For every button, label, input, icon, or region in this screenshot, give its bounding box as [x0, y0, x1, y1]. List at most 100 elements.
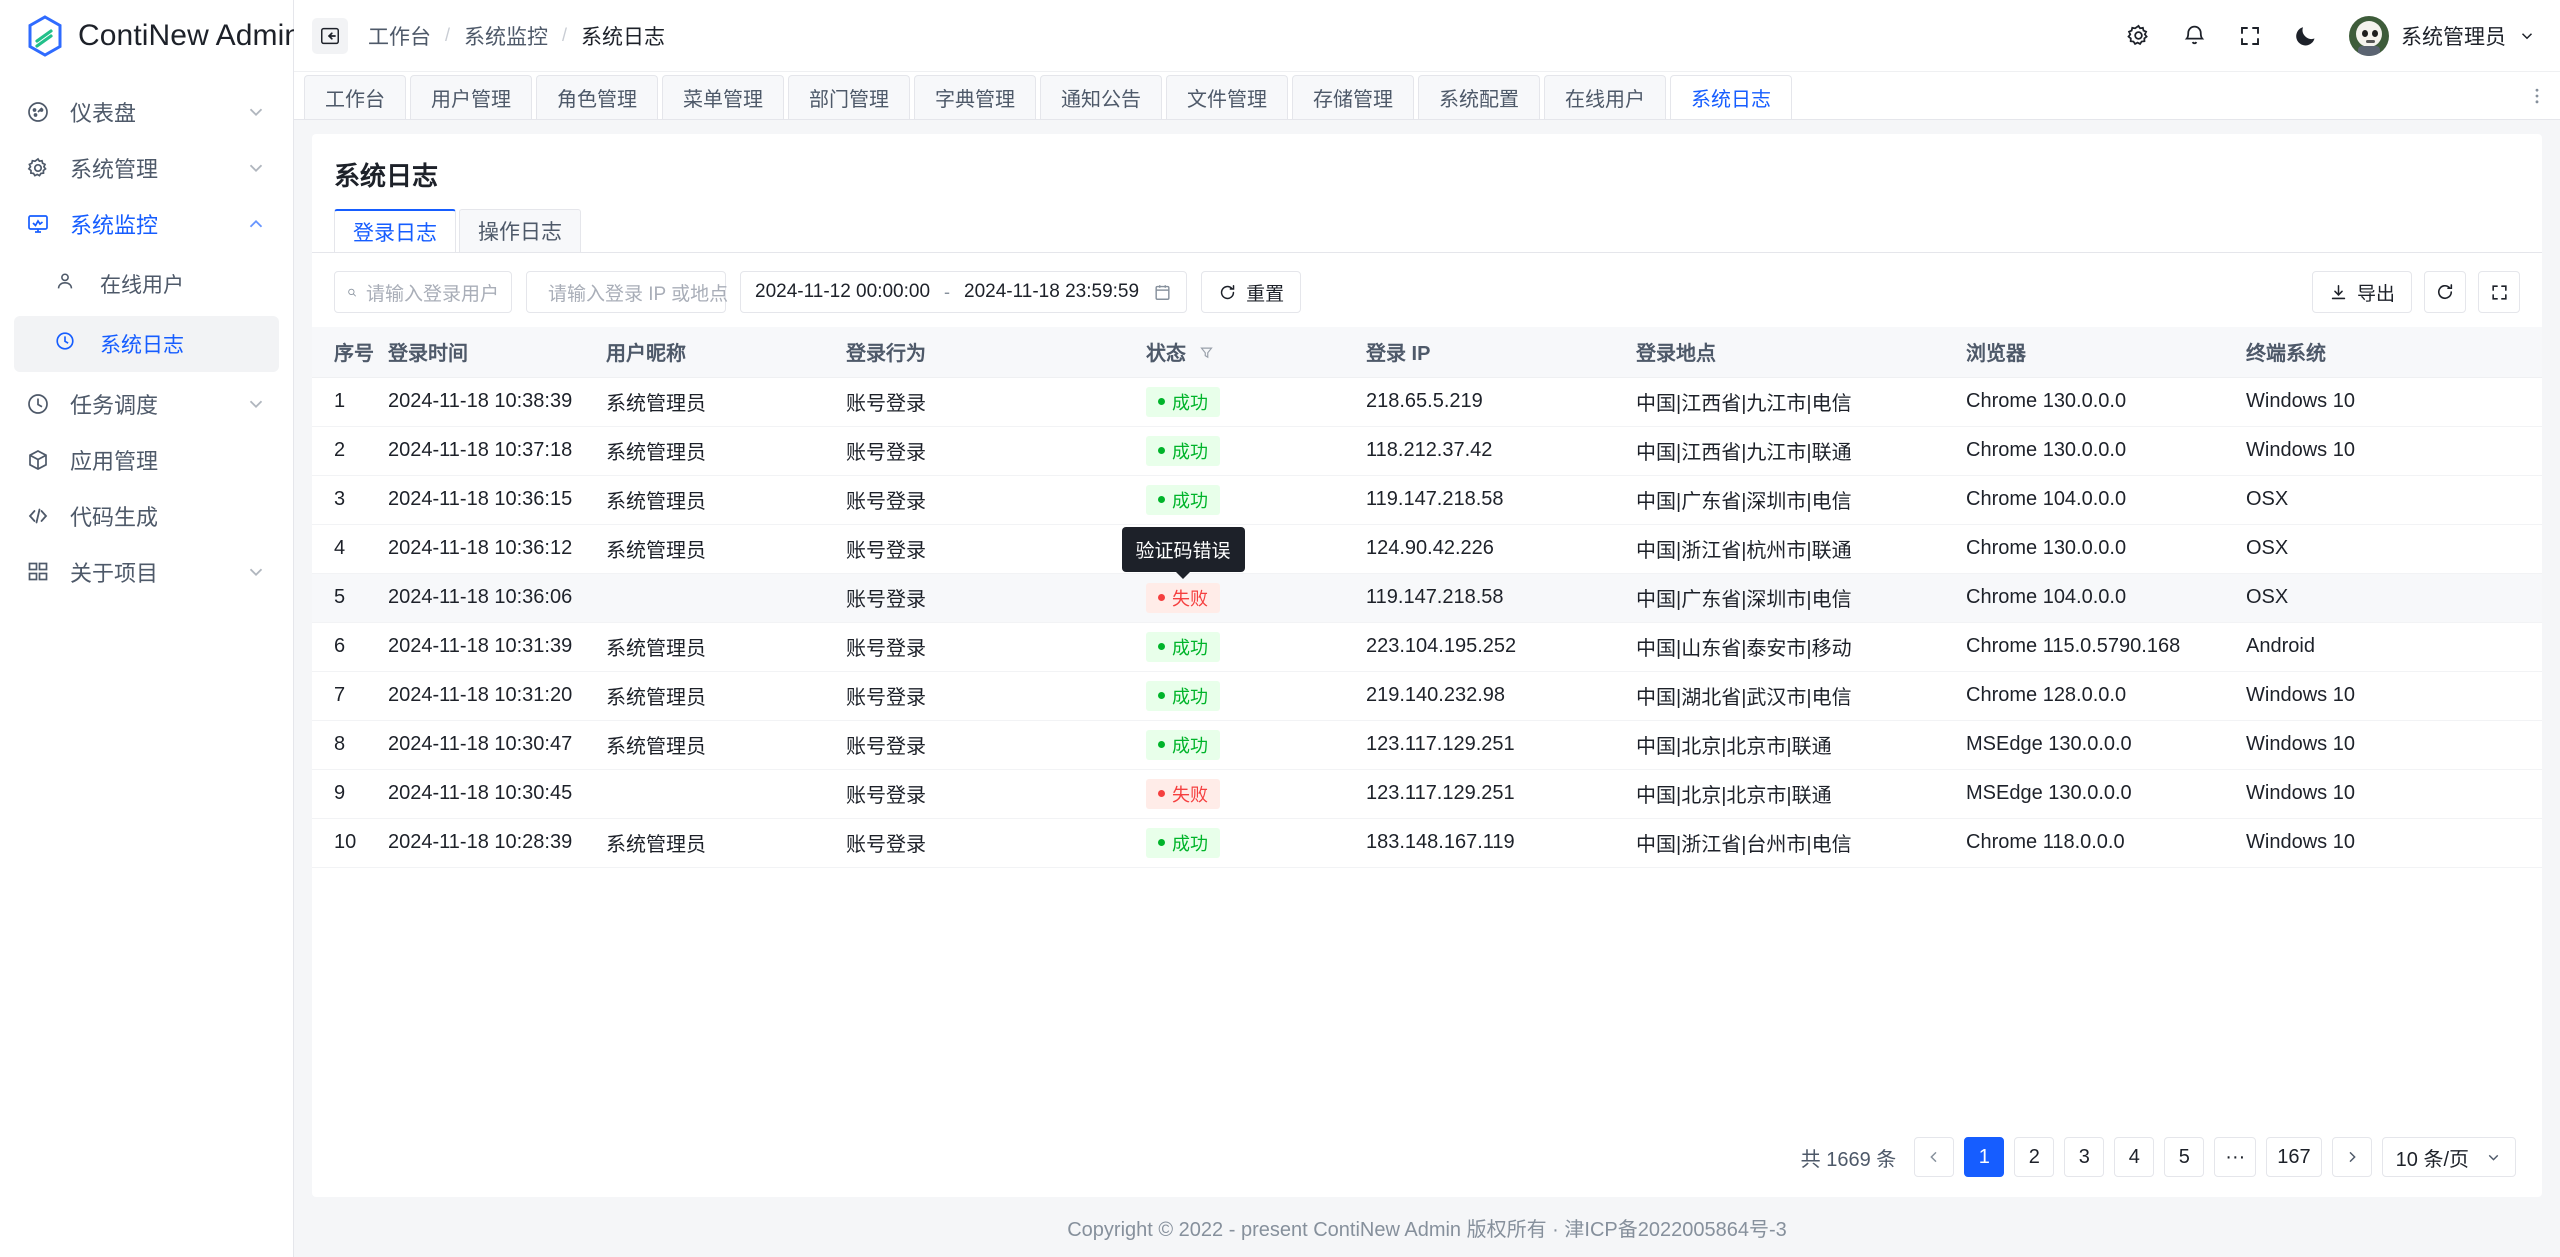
refresh-icon	[1220, 284, 1235, 299]
table-row[interactable]: 10 2024-11-18 10:28:39 系统管理员 账号登录 成功 183.148.…	[312, 818, 2542, 868]
sidebar-item-task-schedule[interactable]: 任务调度	[0, 376, 293, 432]
tab-operation-log[interactable]: 操作日志	[459, 209, 581, 252]
tab-system-log[interactable]: 系统日志	[1670, 75, 1792, 119]
row-os: Windows 10	[2236, 720, 2542, 770]
collapse-sidebar-icon[interactable]	[312, 17, 348, 54]
tab-file-management[interactable]: 文件管理	[1166, 75, 1288, 119]
tab-online-users[interactable]: 在线用户	[1544, 75, 1666, 119]
column-login-location: 登录地点	[1626, 327, 1956, 378]
pagination-next[interactable]	[2331, 1137, 2372, 1177]
status-badge: 成功	[1146, 386, 1220, 417]
fullscreen-icon[interactable]	[2237, 23, 2263, 49]
pagination-ellipsis[interactable]: ···	[2214, 1137, 2257, 1177]
status-label: 成功	[1172, 637, 1208, 658]
row-os: OSX	[2236, 573, 2542, 623]
sidebar-item-system-log[interactable]: 系统日志	[14, 316, 279, 372]
sidebar-item-system-monitor[interactable]: 系统监控	[0, 196, 293, 252]
tab-menu-management[interactable]: 菜单管理	[662, 75, 784, 119]
export-button[interactable]: 导出	[2311, 271, 2412, 313]
table-row[interactable]: 5 2024-11-18 10:36:06 账号登录 失败 119.147.218.58…	[312, 573, 2542, 623]
tab-role-management[interactable]: 角色管理	[536, 75, 658, 119]
row-login-time: 2024-11-18 10:28:39	[378, 818, 596, 868]
tab-notice[interactable]: 通知公告	[1040, 75, 1162, 119]
sidebar-item-about-project[interactable]: 关于项目	[0, 544, 293, 600]
pagination-page-4[interactable]: 4	[2114, 1137, 2155, 1177]
row-login-time: 2024-11-18 10:31:39	[378, 622, 596, 672]
tab-login-log[interactable]: 登录日志	[334, 209, 456, 252]
user-menu[interactable]: 系统管理员	[2349, 15, 2536, 56]
user-name: 系统管理员	[2401, 25, 2506, 49]
page-size-value: 10 条/页	[2395, 1148, 2469, 1171]
more-vertical-icon[interactable]	[2514, 72, 2560, 119]
pagination-prev[interactable]	[1914, 1137, 1955, 1177]
row-login-action: 账号登录	[836, 671, 1136, 721]
row-index: 3	[312, 475, 378, 525]
reset-button[interactable]: 重置	[1201, 271, 1302, 313]
pagination-page-2[interactable]: 2	[2014, 1137, 2055, 1177]
sidebar-item-app-management[interactable]: 应用管理	[0, 432, 293, 488]
row-login-ip: 119.147.218.58	[1356, 573, 1626, 623]
sidebar-item-code-generation[interactable]: 代码生成	[0, 488, 293, 544]
tab-system-config[interactable]: 系统配置	[1418, 75, 1540, 119]
search-ip-input[interactable]: 请输入登录 IP 或地点	[526, 271, 728, 313]
table-row[interactable]: 7 2024-11-18 10:31:20 系统管理员 账号登录 成功 219.140.2…	[312, 671, 2542, 721]
tab-storage-management[interactable]: 存储管理	[1292, 75, 1414, 119]
status-dot-icon	[1158, 692, 1165, 699]
breadcrumb-item-0[interactable]: 工作台	[368, 25, 431, 49]
status-label: 失败	[1172, 588, 1208, 609]
brand[interactable]: ContiNew Admin	[0, 0, 301, 72]
status-label: 成功	[1172, 735, 1208, 756]
tab-workbench[interactable]: 工作台	[304, 75, 406, 119]
pagination-page-last[interactable]: 167	[2266, 1137, 2322, 1177]
refresh-button[interactable]	[2424, 271, 2466, 313]
row-status: 成功	[1136, 426, 1356, 476]
date-range-picker[interactable]: 2024-11-12 00:00:00 - 2024-11-18 23:59:5…	[740, 271, 1188, 313]
row-login-location: 中国|广东省|深圳市|电信	[1626, 573, 1956, 623]
pagination-page-3[interactable]: 3	[2064, 1137, 2105, 1177]
gear-icon[interactable]	[2125, 23, 2151, 49]
table-row[interactable]: 6 2024-11-18 10:31:39 系统管理员 账号登录 成功 223.104.1…	[312, 622, 2542, 672]
row-browser: Chrome 130.0.0.0	[1956, 377, 2236, 427]
pagination-page-1[interactable]: 1	[1964, 1137, 2005, 1177]
row-nickname: 系统管理员	[596, 426, 836, 476]
filter-icon[interactable]	[1199, 345, 1214, 360]
row-login-location: 中国|山东省|泰安市|移动	[1626, 622, 1956, 672]
table-row[interactable]: 9 2024-11-18 10:30:45 账号登录 失败 123.117.129.25…	[312, 769, 2542, 819]
chevron-down-icon	[249, 164, 263, 173]
page-size-select[interactable]: 10 条/页	[2381, 1137, 2516, 1177]
column-status[interactable]: 状态	[1136, 327, 1356, 378]
status-badge: 成功	[1146, 484, 1220, 515]
moon-icon[interactable]	[2293, 23, 2319, 49]
fullscreen-button[interactable]	[2478, 271, 2520, 313]
row-login-time: 2024-11-18 10:36:06	[378, 573, 596, 623]
sidebar-item-online-users[interactable]: 在线用户	[14, 256, 279, 312]
row-nickname: 系统管理员	[596, 818, 836, 868]
chevron-down-icon	[2488, 1154, 2499, 1161]
row-login-location: 中国|北京|北京市|联通	[1626, 720, 1956, 770]
table-row[interactable]: 8 2024-11-18 10:30:47 系统管理员 账号登录 成功 123.117.1…	[312, 720, 2542, 770]
date-start-value: 2024-11-12 00:00:00	[755, 281, 931, 302]
tab-dept-management[interactable]: 部门管理	[788, 75, 910, 119]
sidebar-item-dashboard[interactable]: 仪表盘	[0, 84, 293, 140]
row-login-ip: 119.147.218.58	[1356, 475, 1626, 525]
status-dot-icon	[1158, 790, 1165, 797]
row-index: 1	[312, 377, 378, 427]
search-icon	[348, 288, 357, 297]
status-badge: 成功	[1146, 435, 1220, 466]
pagination-page-5[interactable]: 5	[2164, 1137, 2205, 1177]
table-row[interactable]: 3 2024-11-18 10:36:15 系统管理员 账号登录 成功 119.147.2…	[312, 475, 2542, 525]
bell-icon[interactable]	[2181, 23, 2207, 49]
column-os: 终端系统	[2236, 327, 2542, 378]
sidebar-item-system-management[interactable]: 系统管理	[0, 140, 293, 196]
row-login-location: 中国|北京|北京市|联通	[1626, 769, 1956, 819]
table-row[interactable]: 1 2024-11-18 10:38:39 系统管理员 账号登录 成功 218.65.5.…	[312, 377, 2542, 427]
row-browser: Chrome 104.0.0.0	[1956, 573, 2236, 623]
tab-user-management[interactable]: 用户管理	[410, 75, 532, 119]
row-os: Windows 10	[2236, 426, 2542, 476]
sidebar-subitem-label: 系统日志	[100, 334, 184, 357]
table-row[interactable]: 2 2024-11-18 10:37:18 系统管理员 账号登录 成功 118.212.3…	[312, 426, 2542, 476]
tab-dict-management[interactable]: 字典管理	[914, 75, 1036, 119]
search-user-input[interactable]: 请输入登录用户	[334, 271, 512, 313]
breadcrumb-item-1[interactable]: 系统监控	[464, 25, 549, 49]
